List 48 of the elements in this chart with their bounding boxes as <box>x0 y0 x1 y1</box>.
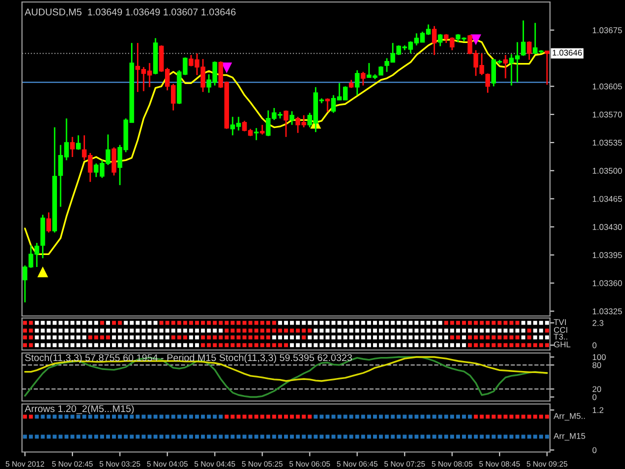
y-tick-label: 1.03325 <box>592 308 622 314</box>
y-tick-label: 1.2 <box>592 407 604 414</box>
series-label: CCI <box>554 326 568 333</box>
chart-title: Arrows 1.20_2(M5...M15) <box>24 404 134 414</box>
series-label: Arr_M15 <box>554 433 586 440</box>
y-tick-label: 1.03500 <box>592 168 622 174</box>
y-tick-label: 100 <box>592 354 606 360</box>
series-label: GHL <box>554 341 570 348</box>
y-tick-label: 1.03430 <box>592 224 622 230</box>
candlestick <box>432 25 437 56</box>
y-tick-label: 1.03535 <box>592 140 622 146</box>
candlestick <box>260 124 265 136</box>
candlestick <box>360 71 366 86</box>
candlestick <box>520 20 526 56</box>
y-tick-label: 80 <box>592 362 602 368</box>
y-tick-label: 20 <box>592 386 602 392</box>
candlestick <box>254 127 259 141</box>
y-tick-label: 1.03675 <box>592 27 622 34</box>
y-tick-label: 1.03395 <box>592 252 622 258</box>
y-tick-label: 0 <box>592 394 596 400</box>
candlestick <box>544 50 550 86</box>
point <box>470 34 482 46</box>
candlestick <box>290 110 294 126</box>
y-tick-label: 1.03605 <box>592 84 622 90</box>
y-tick-label: 0 <box>592 342 596 348</box>
candlestick <box>284 110 288 138</box>
series-label: TVI <box>554 319 566 326</box>
candlestick <box>325 98 330 113</box>
point <box>37 266 48 278</box>
candlestick <box>112 146 116 176</box>
ref-line-label: 1.03646 <box>552 50 582 56</box>
y-tick-label: 1.03570 <box>592 112 622 118</box>
y-tick-label: 1.03360 <box>592 280 622 286</box>
candlestick <box>438 33 443 47</box>
candlestick <box>70 136 75 158</box>
candlestick <box>503 54 508 79</box>
candlestick <box>354 70 360 96</box>
series-label: Arr_M5.. <box>554 413 585 420</box>
candlestick <box>526 40 532 61</box>
candlestick <box>76 134 81 150</box>
y-tick-label: 2.3 <box>592 320 604 326</box>
y-tick-label: 0 <box>592 447 596 454</box>
candlestick <box>46 212 52 234</box>
y-tick-label: 1.03465 <box>592 196 622 202</box>
candlestick <box>485 72 490 94</box>
line-series <box>24 356 548 382</box>
text: AUDUSD,M5 1.03649 1.03649 1.03607 1.03646 <box>24 8 236 17</box>
series-label: T3.. <box>554 334 568 340</box>
